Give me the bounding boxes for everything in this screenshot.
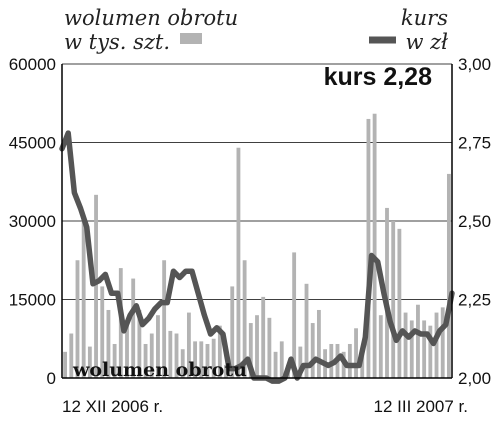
volume-bar-35 <box>279 341 284 378</box>
volume-bar-58 <box>422 320 427 378</box>
volume-bar-56 <box>409 320 414 378</box>
volume-bar-24 <box>211 338 216 378</box>
volume-bar-55 <box>403 312 408 378</box>
volume-bar-21 <box>193 341 198 378</box>
volume-bar-39 <box>304 283 309 378</box>
volume-bar-10 <box>125 323 129 378</box>
volume-bar-41 <box>316 309 321 378</box>
volume-bar-51 <box>378 315 383 378</box>
volume-bar-26 <box>224 364 228 378</box>
volume-legend-swatch <box>180 33 202 44</box>
volume-bar-62 <box>446 173 451 378</box>
left-axis-title-line1: wolumen obrotu <box>64 6 238 30</box>
volume-bar-22 <box>199 341 204 378</box>
right-axis-title-line1: kurs <box>401 6 448 30</box>
volume-bar-8 <box>112 343 117 378</box>
volume-bar-28 <box>236 147 241 378</box>
volume-bar-12 <box>137 309 142 378</box>
volume-series-label: wolumen obrotu <box>72 359 247 381</box>
volume-bar-3 <box>81 221 86 378</box>
volume-bar-37 <box>292 252 297 378</box>
volume-bar-6 <box>100 286 105 378</box>
volume-bar-13 <box>143 343 148 378</box>
volume-bar-46 <box>347 343 352 378</box>
volume-bar-1 <box>69 333 74 378</box>
right-tick-label-1: 2,75 <box>458 134 491 153</box>
volume-bar-23 <box>205 343 210 378</box>
left-tick-label-0: 60000 <box>9 55 56 74</box>
right-axis-title-line2: w zł <box>405 30 448 54</box>
volume-bar-47 <box>354 328 358 378</box>
volume-bar-27 <box>230 286 235 378</box>
left-axis-title-line2: w tys. szt. <box>64 30 170 54</box>
volume-bar-38 <box>298 346 303 378</box>
left-tick-label-1: 45000 <box>9 134 56 153</box>
volume-bars <box>63 113 451 378</box>
volume-bar-18 <box>174 333 179 378</box>
volume-bar-48 <box>360 351 365 378</box>
right-tick-label-2: 2,50 <box>458 212 491 231</box>
left-tick-label-4: 0 <box>47 369 56 388</box>
right-tick-label-3: 2,25 <box>458 291 491 310</box>
volume-bar-15 <box>156 315 160 378</box>
volume-bar-16 <box>162 260 167 378</box>
right-tick-label-0: 3,00 <box>458 55 491 74</box>
volume-bar-14 <box>149 333 154 378</box>
price-callout: kurs 2,28 <box>324 63 433 91</box>
volume-bar-50 <box>372 113 377 378</box>
volume-bar-49 <box>366 118 371 378</box>
left-tick-label-3: 15000 <box>9 291 56 310</box>
volume-bar-34 <box>273 351 278 378</box>
volume-bar-31 <box>255 315 259 378</box>
volume-bar-60 <box>434 312 439 378</box>
tick-labels: 60000 45000 30000 15000 0 3,00 2,75 2,50 2,25 2,0… <box>9 55 491 388</box>
x-label-start: 12 XII 2006 r. <box>62 397 163 416</box>
volume-bar-52 <box>385 207 389 378</box>
volume-bar-30 <box>248 323 253 378</box>
volume-bar-54 <box>397 228 402 378</box>
volume-bar-32 <box>261 296 266 378</box>
volume-bar-33 <box>267 317 272 378</box>
volume-bar-0 <box>63 351 68 378</box>
left-tick-label-2: 30000 <box>9 212 56 231</box>
volume-bar-5 <box>94 194 98 378</box>
volume-bar-29 <box>242 260 247 378</box>
volume-bar-20 <box>186 312 191 378</box>
volume-bar-17 <box>168 330 173 378</box>
volume-bar-53 <box>391 221 396 378</box>
volume-bar-25 <box>217 325 222 378</box>
volume-bar-40 <box>310 323 315 378</box>
volume-bar-59 <box>428 325 433 378</box>
volume-bar-61 <box>440 307 445 378</box>
volume-bar-57 <box>416 304 420 378</box>
x-label-end: 12 III 2007 r. <box>373 397 468 416</box>
volume-bar-7 <box>106 309 111 378</box>
volume-bar-19 <box>180 349 185 378</box>
volume-bar-2 <box>75 260 80 378</box>
right-tick-label-4: 2,00 <box>458 369 491 388</box>
volume-bar-11 <box>131 278 136 378</box>
axes <box>61 64 453 379</box>
volume-bar-4 <box>87 346 92 378</box>
